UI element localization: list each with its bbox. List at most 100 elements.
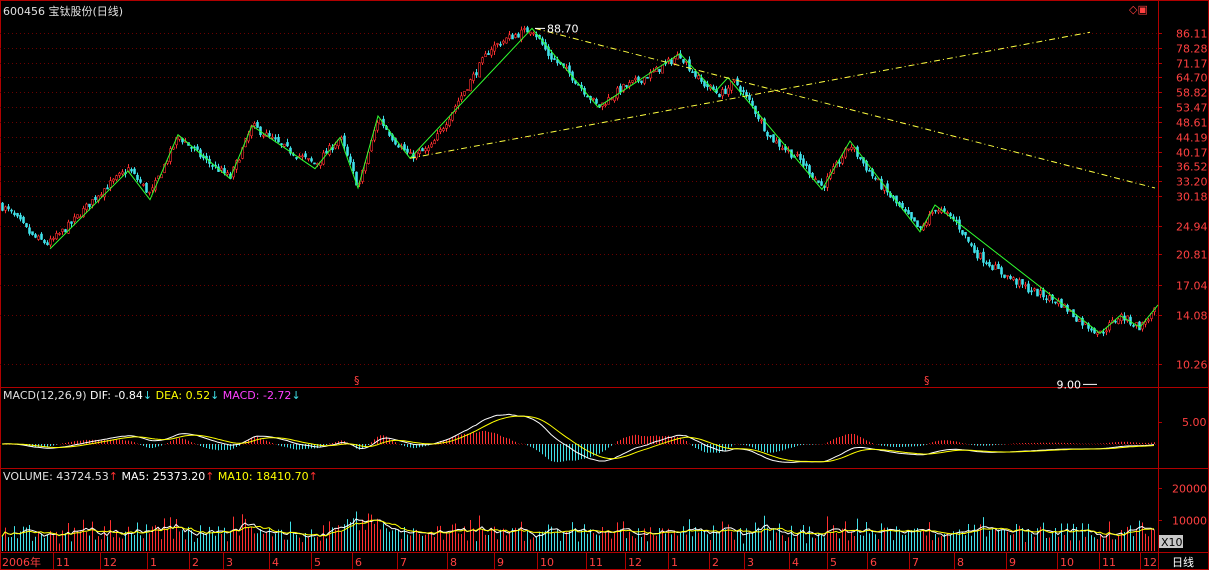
candle-body [58,233,61,235]
candle-body [868,170,871,172]
candle-body [478,62,481,78]
candle-body [298,155,301,158]
candle-body [964,231,967,236]
candle-body [1045,298,1048,301]
period-button[interactable]: 日线 [1172,555,1194,569]
candle-body [880,178,883,190]
candle-body [718,93,721,98]
candle-body [286,142,289,147]
candle-body [994,264,997,270]
candle-body [469,79,472,92]
candle-body [916,220,919,227]
month-label: 9 [497,556,504,569]
volume-pane: 20000 10000 X10 [1,483,1207,551]
candle-body [277,136,280,143]
candle-body [1054,301,1057,304]
month-label: 1 [150,556,157,569]
candle-body [34,234,37,238]
price-tick-label: 86.11 [1176,28,1208,41]
window-controls[interactable]: ◇▣ [1129,3,1148,16]
candle-body [436,133,439,141]
candle-body [742,90,745,92]
candle-body [934,209,937,212]
price-tick-label: 40.17 [1176,147,1208,160]
unit-badge [1159,535,1183,548]
candle-body [745,92,748,96]
candle-body [1075,316,1078,322]
up-arrow-icon: ↑ [108,470,118,483]
annotations: 88.70 9.00 § § [354,22,1097,391]
month-label: 12 [628,556,642,569]
candle-body [1000,267,1003,275]
candle-body [196,146,199,150]
candle-body [775,140,778,144]
candle-body [238,159,241,163]
candle-body [532,32,535,35]
month-label: 12 [1143,556,1157,569]
candle-body [43,240,46,244]
candle-body [988,261,991,267]
candle-body [1126,315,1129,322]
candle-body [19,214,22,220]
candle-body [526,27,529,33]
candle-body [1117,318,1120,324]
candle-body [820,181,823,186]
candle-body [223,168,226,174]
candle-body [1009,276,1012,279]
price-tick-label: 36.52 [1176,161,1208,174]
candle-body [88,203,91,208]
candle-body [1036,288,1039,297]
candle-body [1030,290,1033,293]
ma5-line [1,518,1155,538]
candle-body [595,98,598,104]
candle-body [508,34,511,39]
candle-body [334,144,337,149]
candle-body [256,122,259,128]
candle-body [424,148,427,152]
candle-body [907,210,910,215]
dea-line [2,415,1155,463]
candle-body [70,221,73,224]
candle-body [487,53,490,55]
candle-body [616,87,619,99]
candle-body [634,77,637,81]
candle-body [874,177,877,180]
candle-body [970,243,973,246]
month-label: 3 [226,556,233,569]
restore-window-icon[interactable]: ▣ [1137,3,1148,16]
candle-body [865,160,868,171]
candle-body [700,77,703,82]
candle-body [661,64,664,74]
trendline [409,31,1091,159]
volume-title: VOLUME: 43724.53 [3,470,109,483]
candle-body [1081,317,1084,326]
zigzag-polyline [49,27,1159,334]
candle-body [472,73,475,81]
price-tick-label: 71.17 [1176,58,1208,71]
ma10-label: MA10: 18410.70 [217,470,309,483]
up-arrow-icon: ↑ [205,470,215,483]
price-grid [0,33,1158,365]
candle-body [547,46,550,56]
candle-body [1006,275,1009,277]
candle-body [7,206,10,210]
candle-body [28,227,31,234]
candle-body [73,216,76,222]
macd-pane: 5.00 [0,413,1207,463]
candle-body [976,250,979,259]
price-tick-label: 17.04 [1176,280,1208,293]
diamond-icon[interactable]: ◇ [1129,3,1138,16]
candle-body [751,100,754,106]
candle-body [991,265,994,270]
candle-body [736,78,739,86]
dif-label: DIF: -0.84 [90,389,143,402]
down-arrow-icon: ↓ [210,389,220,402]
candle-body [262,134,265,137]
candle-body [460,95,463,100]
candle-body [733,79,736,82]
candle-body [406,148,409,153]
volume-header: VOLUME: 43724.53↑ MA5: 25373.20↑ MA10: 1… [3,470,318,483]
candle-body [1102,331,1105,334]
candle-body [40,233,43,240]
candle-body [1090,328,1093,331]
